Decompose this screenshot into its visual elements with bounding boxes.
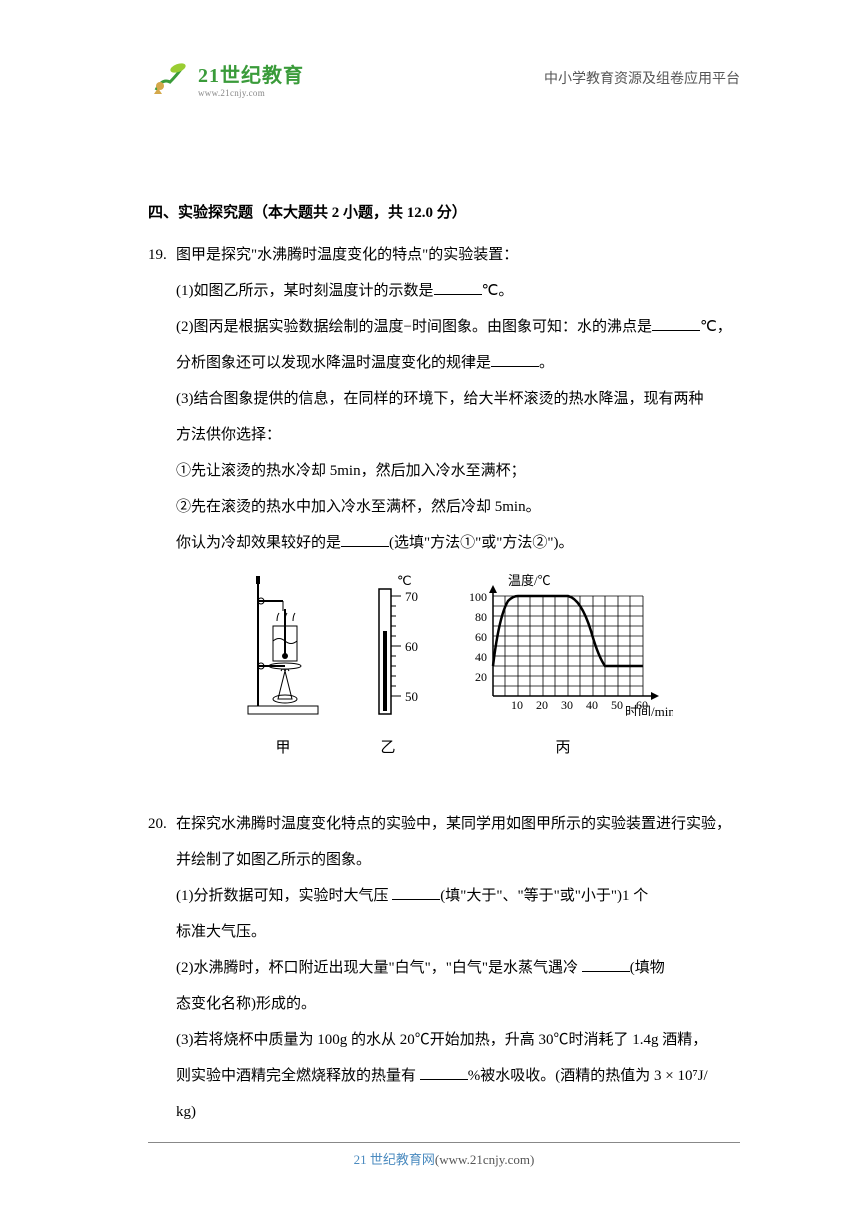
blank [341, 532, 389, 547]
svg-text:100: 100 [469, 590, 487, 604]
figure-jia: 甲 [243, 571, 323, 766]
q20-p1c: 标准大气压。 [176, 914, 740, 950]
q19-p3b: 方法供你选择： [176, 417, 740, 453]
q19-p2c: 分析图象还可以发现水降温时温度变化的规律是 [176, 355, 491, 371]
tick-60: 60 [405, 639, 418, 654]
q20-p1a: (1)分折数据可知，实验时大气压 [176, 888, 392, 904]
q19-p2a: (2)图丙是根据实验数据绘制的温度−时间图象。由图象可知：水的沸点是 [176, 319, 652, 335]
logo-text-group: 21世纪教育 www.21cnjy.com [198, 59, 304, 98]
content-area: 四、实验探究题（本大题共 2 小题，共 12.0 分） 19. 图甲是探究"水沸… [148, 195, 740, 1130]
q19-p2: (2)图丙是根据实验数据绘制的温度−时间图象。由图象可知：水的沸点是 ℃， [176, 309, 740, 345]
footer-brand: 21 世纪教育网 [354, 1152, 435, 1167]
header-right-text: 中小学教育资源及组卷应用平台 [544, 68, 740, 88]
blank [652, 316, 700, 331]
figure-bing: 温度/℃ 100 80 60 [453, 571, 673, 766]
svg-text:20: 20 [475, 670, 487, 684]
q20-p3b-line: 则实验中酒精完全燃烧释放的热量有 %被水吸收。(酒精的热值为 3 × 10⁷J/ [176, 1058, 740, 1094]
q20-intro-b: 并绘制了如图乙所示的图象。 [176, 842, 740, 878]
svg-text:60: 60 [475, 630, 487, 644]
q20-p3b: 则实验中酒精完全燃烧释放的热量有 [176, 1068, 420, 1084]
q19-number: 19. [148, 237, 176, 776]
q19-opt1: ①先让滚烫的热水冷却 5min，然后加入冷水至满杯； [176, 453, 740, 489]
temp-time-chart: 温度/℃ 100 80 60 [453, 571, 673, 716]
q19-figure-row: 甲 ℃ 70 60 50 [176, 571, 740, 766]
fig-label-bing: 丙 [555, 730, 570, 766]
apparatus-icon [243, 571, 323, 716]
q20-body: 在探究水沸腾时温度变化特点的实验中，某同学用如图甲所示的实验装置进行实验， 并绘… [176, 806, 740, 1130]
blank [420, 1065, 468, 1080]
q19-body: 图甲是探究"水沸腾时温度变化的特点"的实验装置： (1)如图乙所示，某时刻温度计… [176, 237, 740, 776]
page-footer: 21 世纪教育网(www.21cnjy.com) [148, 1142, 740, 1168]
q19-p2b: ℃， [700, 319, 732, 335]
chart-xlabel: 时间/min [625, 704, 673, 716]
footer-url: (www.21cnjy.com) [435, 1152, 534, 1167]
tick-70: 70 [405, 589, 418, 604]
blank [392, 885, 440, 900]
svg-text:40: 40 [475, 650, 487, 664]
svg-text:10: 10 [511, 698, 523, 712]
q19-p4b: (选填"方法①"或"方法②")。 [389, 535, 573, 551]
blank [434, 280, 482, 295]
blank [491, 352, 539, 367]
q20-p2a: (2)水沸腾时，杯口附近出现大量"白气"，"白气"是水蒸气遇冷 [176, 960, 582, 976]
fig-label-jia: 甲 [275, 730, 290, 766]
q19-p1b: ℃。 [482, 283, 514, 299]
q20-p3d: kg) [176, 1094, 740, 1130]
svg-text:80: 80 [475, 610, 487, 624]
q20-p1b: (填"大于"、"等于"或"小于")1 个 [440, 888, 648, 904]
q20-p2c: 态变化名称)形成的。 [176, 986, 740, 1022]
logo-group: 21世纪教育 www.21cnjy.com [148, 58, 304, 98]
q19-intro: 图甲是探究"水沸腾时温度变化的特点"的实验装置： [176, 237, 740, 273]
q20-p3a: (3)若将烧杯中质量为 100g 的水从 20℃开始加热，升高 30℃时消耗了 … [176, 1022, 740, 1058]
unit-label: ℃ [397, 573, 412, 588]
question-19: 19. 图甲是探究"水沸腾时温度变化的特点"的实验装置： (1)如图乙所示，某时… [148, 237, 740, 776]
q20-p2: (2)水沸腾时，杯口附近出现大量"白气"，"白气"是水蒸气遇冷 (填物 [176, 950, 740, 986]
tick-50: 50 [405, 689, 418, 704]
svg-text:30: 30 [561, 698, 573, 712]
figure-yi: ℃ 70 60 50 乙 [353, 571, 423, 766]
thermometer-icon: ℃ 70 60 50 [353, 571, 423, 716]
svg-text:40: 40 [586, 698, 598, 712]
q20-p1: (1)分折数据可知，实验时大气压 (填"大于"、"等于"或"小于")1 个 [176, 878, 740, 914]
logo-url: www.21cnjy.com [198, 88, 304, 98]
q20-p3c: %被水吸收。(酒精的热值为 3 × 10⁷J/ [468, 1068, 708, 1084]
logo-icon [148, 58, 190, 98]
q19-p2c-line: 分析图象还可以发现水降温时温度变化的规律是 。 [176, 345, 740, 381]
blank [582, 957, 630, 972]
page-header: 21世纪教育 www.21cnjy.com 中小学教育资源及组卷应用平台 [148, 58, 740, 98]
q19-p1a: (1)如图乙所示，某时刻温度计的示数是 [176, 283, 434, 299]
question-20: 20. 在探究水沸腾时温度变化特点的实验中，某同学用如图甲所示的实验装置进行实验… [148, 806, 740, 1130]
q20-intro-a: 在探究水沸腾时温度变化特点的实验中，某同学用如图甲所示的实验装置进行实验， [176, 806, 740, 842]
q19-p1: (1)如图乙所示，某时刻温度计的示数是 ℃。 [176, 273, 740, 309]
logo-title: 21世纪教育 [198, 59, 304, 88]
q20-p2b: (填物 [630, 960, 665, 976]
q19-p4a: 你认为冷却效果较好的是 [176, 535, 341, 551]
q19-p4: 你认为冷却效果较好的是 (选填"方法①"或"方法②")。 [176, 525, 740, 561]
q20-number: 20. [148, 806, 176, 1130]
q19-p2d: 。 [539, 355, 554, 371]
svg-text:20: 20 [536, 698, 548, 712]
fig-label-yi: 乙 [380, 730, 395, 766]
chart-ylabel: 温度/℃ [508, 573, 551, 588]
q19-p3: (3)结合图象提供的信息，在同样的环境下，给大半杯滚烫的热水降温，现有两种 [176, 381, 740, 417]
svg-text:50: 50 [611, 698, 623, 712]
q19-opt2: ②先在滚烫的热水中加入冷水至满杯，然后冷却 5min。 [176, 489, 740, 525]
section-title: 四、实验探究题（本大题共 2 小题，共 12.0 分） [148, 195, 740, 231]
